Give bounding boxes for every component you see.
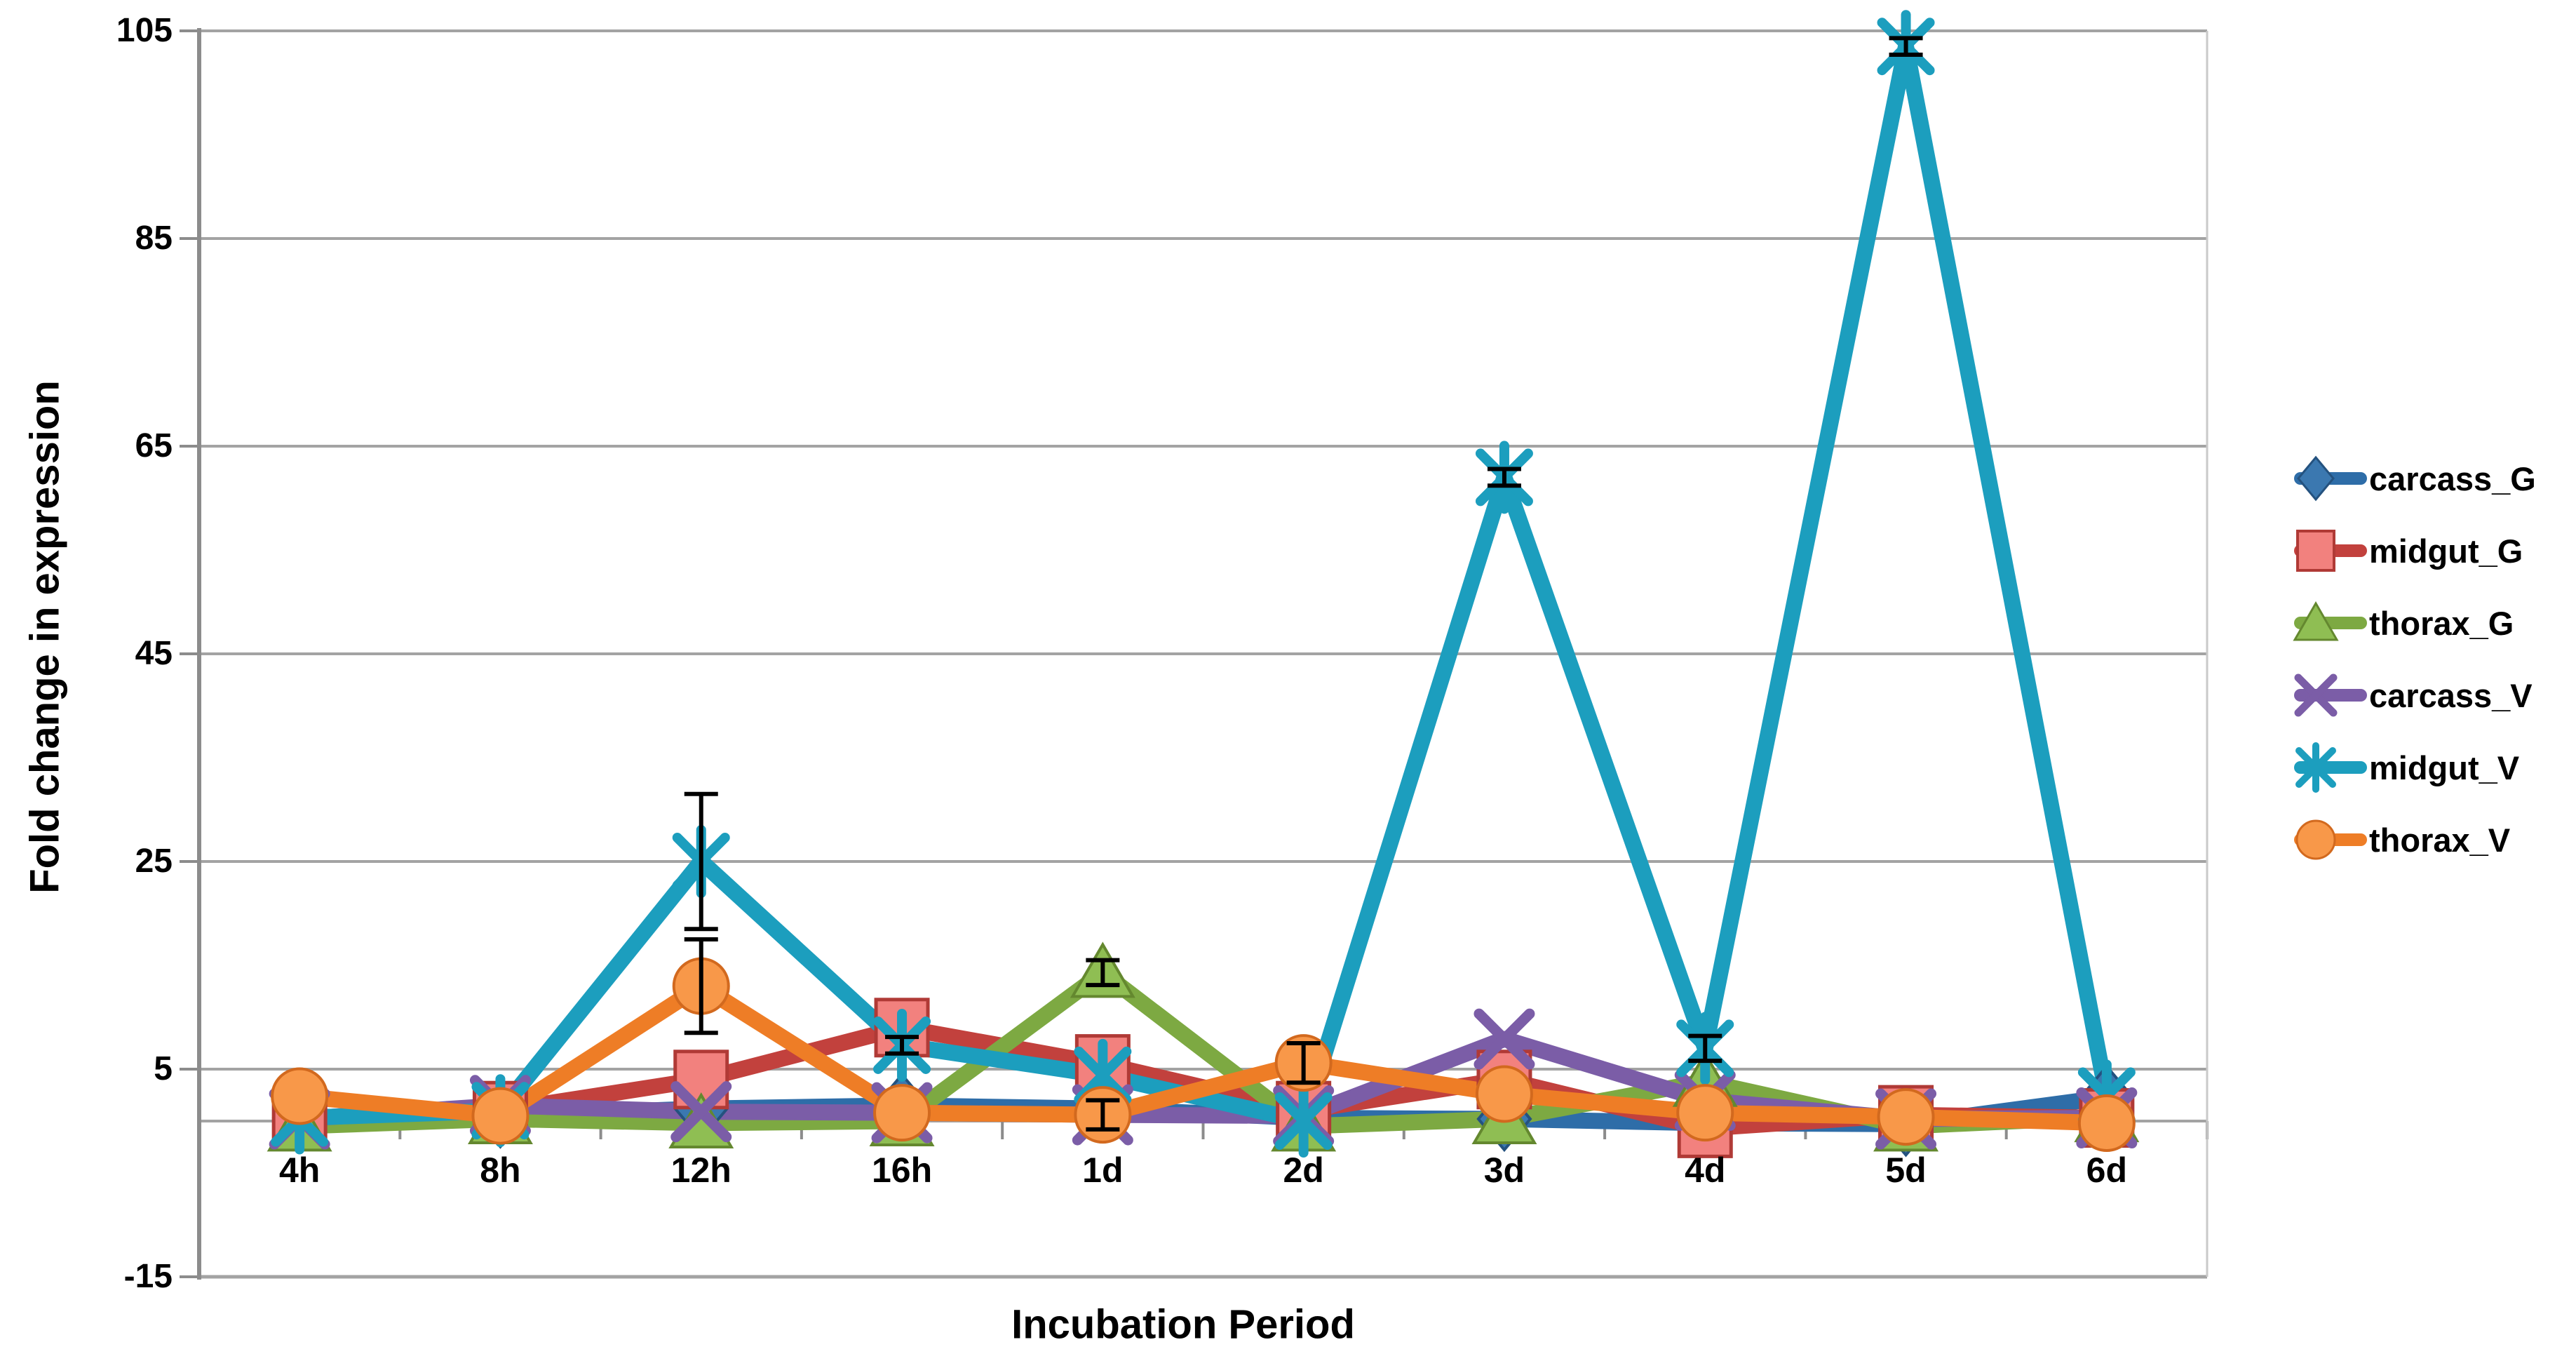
marker-thorax_V <box>1877 1088 1935 1146</box>
marker-thorax_V <box>271 1067 329 1125</box>
x-tick-label-6d: 6d <box>2086 1151 2128 1190</box>
legend-item-midgut_G: midgut_G <box>2292 518 2536 583</box>
y-tick-label--15: -15 <box>123 1258 173 1295</box>
x-tick-label-12h: 12h <box>670 1151 731 1190</box>
legend-item-carcass_V: carcass_V <box>2292 663 2536 727</box>
marker-thorax_V <box>873 1084 931 1142</box>
legend-label: thorax_G <box>2369 604 2514 642</box>
legend-swatch-diamond-icon <box>2294 455 2367 502</box>
marker-thorax_V <box>471 1087 530 1145</box>
y-tick-label-25: 25 <box>135 843 173 880</box>
y-tick-label-5: 5 <box>154 1050 173 1087</box>
x-tick-label-8h: 8h <box>480 1151 521 1190</box>
legend-item-carcass_G: carcass_G <box>2292 446 2536 511</box>
x-tick-label-3d: 3d <box>1483 1151 1525 1190</box>
x-tick-label-4h: 4h <box>278 1151 321 1190</box>
x-axis-title: Incubation Period <box>1011 1301 1355 1348</box>
legend-swatch-triangle-icon <box>2293 601 2367 641</box>
marker-thorax_V <box>2077 1094 2136 1152</box>
legend-item-thorax_V: thorax_V <box>2292 807 2536 872</box>
legend-label: carcass_V <box>2369 676 2533 714</box>
legend-label: midgut_G <box>2369 532 2523 570</box>
legend-swatch-circle-icon <box>2294 819 2367 860</box>
y-tick-label-105: 105 <box>116 12 173 49</box>
legend-item-thorax_G: thorax_G <box>2292 591 2536 655</box>
marker-carcass_V <box>1474 1008 1535 1070</box>
series-line-midgut_V <box>291 38 2115 1129</box>
y-tick-label-65: 65 <box>135 427 173 464</box>
marker-thorax_V <box>1676 1084 1734 1142</box>
x-tick-label-2d: 2d <box>1283 1151 1324 1190</box>
legend-swatch-square-icon <box>2294 530 2367 572</box>
legend-item-midgut_V: midgut_V <box>2292 735 2536 800</box>
x-tick-label-5d: 5d <box>1885 1151 1927 1190</box>
legend-label: carcass_G <box>2369 460 2536 497</box>
x-tick-label-1d: 1d <box>1082 1151 1124 1190</box>
x-tick-label-4d: 4d <box>1685 1151 1726 1190</box>
legend-swatch-asterisk-icon <box>2294 742 2367 793</box>
marker-carcass_V <box>670 1081 732 1143</box>
legend-label: midgut_V <box>2369 749 2520 786</box>
marker-thorax_V <box>1475 1065 1533 1123</box>
x-tick-label-16h: 16h <box>871 1151 933 1190</box>
legend-swatch-x-icon <box>2294 673 2367 717</box>
series-line-thorax_V <box>291 978 2115 1132</box>
legend-label: thorax_V <box>2369 821 2511 859</box>
y-tick-label-85: 85 <box>135 220 173 257</box>
y-tick-label-45: 45 <box>135 635 173 672</box>
